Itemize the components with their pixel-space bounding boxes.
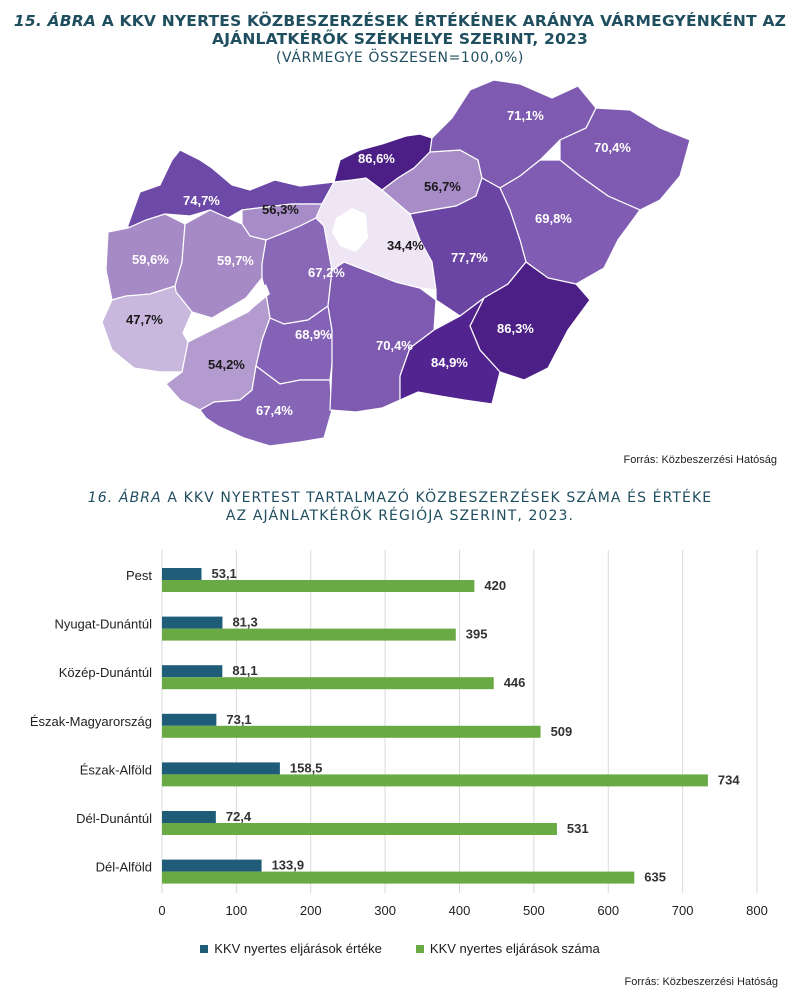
y-category-label: Közép-Dunántúl: [59, 665, 152, 680]
bar-count: [162, 774, 708, 787]
figure2-title-line2: AZ AJÁNLATKÉRŐK RÉGIÓJA SZERINT, 2023.: [225, 508, 575, 524]
county-label-bekes: 86,3%: [497, 321, 534, 336]
y-category-label: Pest: [126, 568, 152, 583]
bar-value: [162, 616, 223, 629]
county-label-heves: 56,7%: [424, 179, 461, 194]
bar-data-label: 72,4: [226, 809, 252, 824]
bar-data-label: 53,1: [211, 566, 236, 581]
bar-value: [162, 859, 262, 872]
legend-swatch-count: [415, 944, 424, 953]
bar-count: [162, 580, 475, 592]
county-label-veszprem: 59,7%: [217, 253, 254, 268]
county-label-vas: 59,6%: [132, 252, 169, 267]
legend-label-count: KKV nyertes eljárások száma: [429, 941, 600, 956]
county-label-fejer: 67,2%: [308, 265, 345, 280]
x-tick-label: 0: [158, 903, 165, 918]
county-label-gyor-moson-sopron: 74,7%: [183, 193, 220, 208]
figure1-number: 15. ÁBRA: [13, 12, 97, 30]
figure2-number: 16. ÁBRA: [87, 490, 162, 506]
bar-data-label: 734: [718, 772, 740, 787]
y-category-label: Észak-Alföld: [80, 762, 152, 777]
bar-value: [162, 665, 223, 678]
budapest: [332, 208, 368, 252]
figure2-title-line1: A KKV NYERTEST TARTALMAZÓ KÖZBESZERZÉSEK…: [167, 490, 713, 506]
county-label-borsod: 71,1%: [507, 108, 544, 123]
lake-balaton: [183, 284, 270, 342]
figure1-source: Forrás: Közbeszerzési Hatóság: [623, 454, 777, 466]
bar-data-label: 73,1: [226, 712, 251, 727]
bar-data-label: 509: [551, 724, 573, 739]
bar-value: [162, 762, 280, 775]
legend-swatch-value: [200, 944, 209, 953]
bar-value: [162, 713, 217, 726]
figure1-subtitle: (VÁRMEGYE ÖSSZESEN=100,0%): [276, 50, 524, 66]
county-label-bacs-kiskun: 70,4%: [376, 338, 413, 353]
county-label-pest: 34,4%: [387, 238, 424, 253]
county-label-baranya: 67,4%: [256, 403, 293, 418]
bar-count: [162, 725, 541, 738]
figure2-title: 16. ÁBRA A KKV NYERTEST TARTALMAZÓ KÖZBE…: [0, 489, 800, 525]
bar-count: [162, 677, 494, 690]
y-category-label: Észak-Magyarország: [30, 714, 152, 729]
legend-item-count: KKV nyertes eljárások száma: [415, 941, 600, 956]
bar-data-label: 420: [484, 578, 506, 593]
county-label-tolna: 68,9%: [295, 327, 332, 342]
x-tick-label: 300: [374, 903, 396, 918]
bar-data-label: 133,9: [272, 858, 305, 873]
y-category-label: Dél-Alföld: [96, 860, 152, 875]
bar-count: [162, 871, 635, 884]
x-tick-label: 100: [226, 903, 248, 918]
figure1-title: 15. ÁBRA A KKV NYERTES KÖZBESZERZÉSEK ÉR…: [0, 12, 800, 67]
county-csongrad: [399, 297, 501, 405]
bar-data-label: 395: [466, 627, 488, 642]
bar-value: [162, 811, 216, 823]
county-label-komarom-esztergom: 56,3%: [262, 202, 299, 217]
legend-item-value: KKV nyertes eljárások értéke: [200, 941, 382, 956]
county-label-jasz-nagykun-szolnok: 77,7%: [451, 250, 488, 265]
x-tick-label: 400: [449, 903, 471, 918]
bar-data-label: 81,1: [232, 663, 257, 678]
bar-data-label: 81,3: [232, 615, 257, 630]
x-tick-label: 500: [523, 903, 545, 918]
county-map: 74,7% 56,3% 59,6% 59,7% 67,2% 47,7% 54,2% 68,9%…: [101, 79, 691, 447]
bar-count: [162, 823, 557, 835]
county-label-zala: 47,7%: [126, 312, 163, 327]
figure2-source: Forrás: Közbeszerzési Hatóság: [624, 976, 778, 988]
legend-label-value: KKV nyertes eljárások értéke: [214, 941, 382, 956]
bar-data-label: 158,5: [290, 760, 323, 775]
x-tick-label: 200: [300, 903, 322, 918]
x-tick-label: 600: [597, 903, 619, 918]
county-label-hajdu-bihar: 69,8%: [535, 211, 572, 226]
county-label-csongrad: 84,9%: [431, 355, 468, 370]
bar-count: [162, 628, 456, 641]
chart-legend: KKV nyertes eljárások értéke KKV nyertes…: [0, 941, 800, 956]
y-category-label: Nyugat-Dunántúl: [54, 617, 152, 632]
bar-data-label: 531: [567, 821, 589, 836]
y-category-label: Dél-Dunántúl: [76, 811, 152, 826]
bar-data-label: 635: [644, 870, 666, 885]
county-label-szabolcs: 70,4%: [594, 140, 631, 155]
county-label-nograd: 86,6%: [358, 151, 395, 166]
x-tick-label: 700: [672, 903, 694, 918]
county-tolna: [255, 304, 333, 385]
county-label-somogy: 54,2%: [208, 357, 245, 372]
figure1-title-line2: AJÁNLATKÉRŐK SZÉKHELYE SZERINT, 2023: [212, 30, 588, 48]
bar-value: [162, 568, 202, 580]
x-tick-label: 800: [746, 903, 768, 918]
bar-data-label: 446: [504, 675, 526, 690]
figure1-title-line1: A KKV NYERTES KÖZBESZERZÉSEK ÉRTÉKÉNEK A…: [101, 12, 787, 30]
